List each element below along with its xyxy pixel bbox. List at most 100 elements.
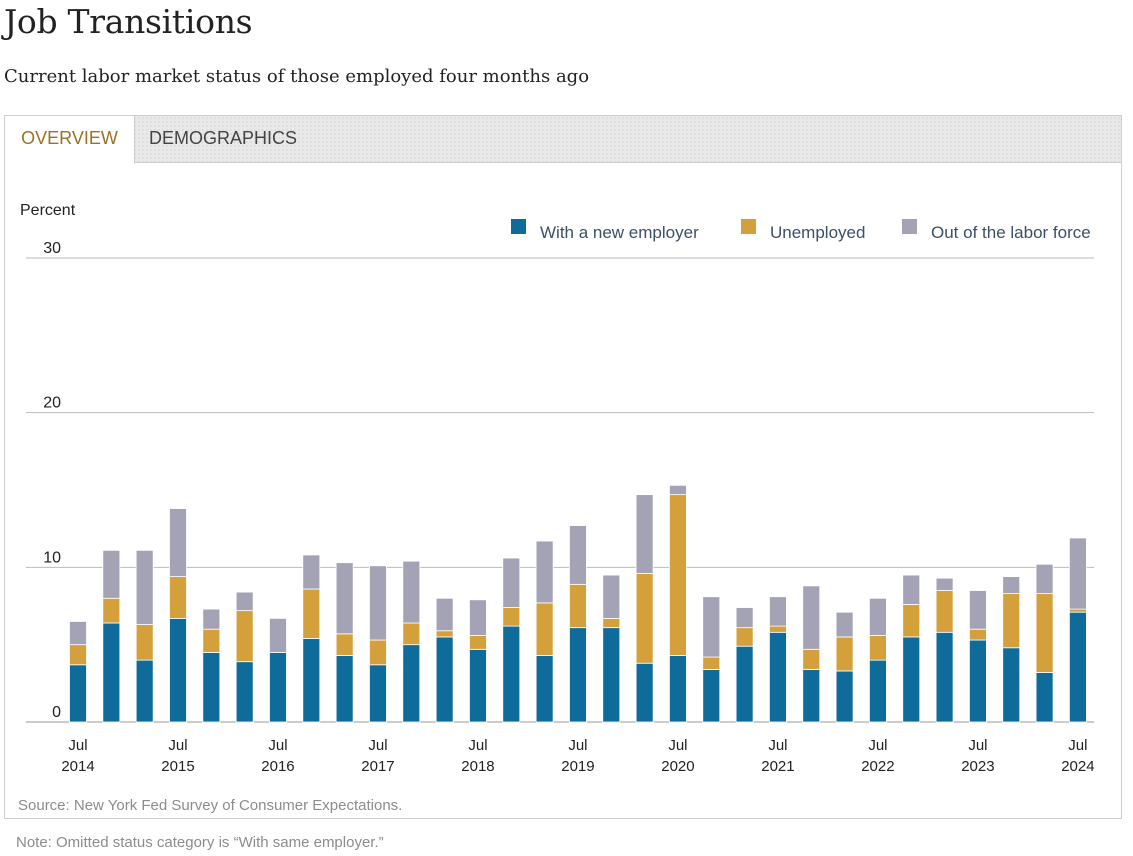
y-tick-label-10: 10 bbox=[43, 549, 61, 566]
bar-2-30 bbox=[1069, 537, 1087, 610]
bar-0-20 bbox=[735, 645, 754, 723]
bar-0-16 bbox=[602, 627, 621, 723]
bar-1-5 bbox=[235, 610, 254, 663]
bar-2-18 bbox=[669, 484, 687, 496]
bar-1-24 bbox=[869, 634, 887, 661]
chart-panel: OVERVIEW DEMOGRAPHICS Percent 0 10 20 30 With… bbox=[4, 115, 1122, 819]
bar-1-14 bbox=[535, 602, 554, 656]
bar-1-21 bbox=[769, 625, 787, 633]
x-tick-year-2: 2016 bbox=[261, 758, 294, 775]
stacked-bar-chart: Percent 0 10 20 30 With a new employer Unemplo… bbox=[20, 202, 1095, 775]
bar-1-7 bbox=[302, 588, 321, 639]
bar-0-28 bbox=[1002, 647, 1021, 723]
bar-2-28 bbox=[1002, 576, 1021, 595]
bar-0-7 bbox=[302, 638, 321, 723]
x-tick-year-3: 2017 bbox=[361, 758, 394, 775]
bar-2-13 bbox=[502, 557, 521, 608]
bar-1-0 bbox=[69, 644, 87, 666]
x-tick-year-8: 2022 bbox=[861, 758, 894, 775]
y-axis-label: Percent bbox=[20, 202, 76, 219]
bar-0-29 bbox=[1035, 672, 1054, 723]
bar-0-17 bbox=[635, 662, 654, 723]
bar-0-19 bbox=[702, 669, 721, 723]
x-tick-month-5: Jul bbox=[568, 737, 587, 754]
bar-2-6 bbox=[269, 617, 287, 653]
bar-2-27 bbox=[969, 590, 987, 630]
bar-2-23 bbox=[835, 611, 854, 638]
bar-2-4 bbox=[202, 608, 221, 630]
tab-overview[interactable]: OVERVIEW bbox=[5, 116, 135, 164]
bar-2-2 bbox=[135, 549, 154, 625]
bar-0-30 bbox=[1069, 611, 1087, 723]
x-tick-year-7: 2021 bbox=[761, 758, 794, 775]
bar-2-15 bbox=[569, 525, 587, 585]
source-note: Source: New York Fed Survey of Consumer … bbox=[18, 797, 403, 814]
bar-2-24 bbox=[869, 597, 887, 636]
bar-1-19 bbox=[702, 656, 721, 670]
bar-1-1 bbox=[102, 597, 121, 624]
bar-1-3 bbox=[169, 576, 187, 619]
page-title: Job Transitions bbox=[4, 2, 253, 41]
legend-label-2: Out of the labor force bbox=[931, 223, 1091, 242]
bar-1-26 bbox=[935, 590, 954, 633]
footnote: Note: Omitted status category is “With s… bbox=[16, 834, 384, 851]
bar-0-15 bbox=[569, 627, 587, 723]
x-tick-year-1: 2015 bbox=[161, 758, 194, 775]
legend-swatch-2 bbox=[902, 219, 917, 234]
bar-0-25 bbox=[902, 636, 921, 723]
page-subtitle: Current labor market status of those emp… bbox=[4, 66, 590, 87]
x-tick-year-10: 2024 bbox=[1061, 758, 1094, 775]
y-tick-label-20: 20 bbox=[43, 395, 61, 412]
x-tick-month-7: Jul bbox=[768, 737, 787, 754]
x-tick-month-8: Jul bbox=[868, 737, 887, 754]
bar-2-25 bbox=[902, 574, 921, 605]
bar-2-9 bbox=[369, 565, 387, 641]
bar-2-20 bbox=[735, 607, 754, 629]
bar-0-6 bbox=[269, 652, 287, 723]
bar-0-4 bbox=[202, 652, 221, 723]
bar-1-10 bbox=[402, 622, 421, 646]
bar-0-0 bbox=[69, 664, 87, 723]
bar-1-15 bbox=[569, 583, 587, 629]
tab-demographics[interactable]: DEMOGRAPHICS bbox=[149, 128, 298, 148]
bar-1-4 bbox=[202, 628, 221, 653]
bar-2-7 bbox=[302, 554, 321, 590]
bar-2-1 bbox=[102, 549, 121, 599]
bar-2-10 bbox=[402, 560, 421, 624]
bar-0-5 bbox=[235, 661, 254, 723]
bar-0-24 bbox=[869, 659, 887, 723]
bar-1-30 bbox=[1069, 608, 1087, 613]
bar-0-9 bbox=[369, 664, 387, 723]
bar-0-3 bbox=[169, 617, 187, 723]
x-tick-month-3: Jul bbox=[368, 737, 387, 754]
bar-2-14 bbox=[535, 540, 554, 604]
legend-swatch-1 bbox=[741, 219, 756, 234]
bar-1-12 bbox=[469, 634, 487, 650]
bar-0-1 bbox=[102, 622, 121, 723]
bar-1-22 bbox=[802, 648, 821, 670]
bar-1-11 bbox=[435, 630, 454, 638]
bar-2-29 bbox=[1035, 563, 1054, 595]
tab-bar: OVERVIEW DEMOGRAPHICS bbox=[5, 116, 1121, 164]
bar-1-23 bbox=[835, 636, 854, 672]
bar-0-22 bbox=[802, 669, 821, 723]
bar-0-2 bbox=[135, 659, 154, 723]
bar-0-23 bbox=[835, 670, 854, 723]
bar-0-21 bbox=[769, 631, 787, 723]
x-tick-month-4: Jul bbox=[468, 737, 487, 754]
bar-1-20 bbox=[735, 627, 754, 647]
bar-2-5 bbox=[235, 591, 254, 612]
bar-2-0 bbox=[69, 621, 87, 646]
bar-1-28 bbox=[1002, 593, 1021, 649]
bar-2-16 bbox=[602, 574, 621, 619]
bar-1-29 bbox=[1035, 593, 1054, 673]
bar-2-8 bbox=[335, 562, 354, 635]
bar-0-8 bbox=[335, 655, 354, 723]
bar-0-14 bbox=[535, 655, 554, 723]
x-tick-month-1: Jul bbox=[168, 737, 187, 754]
x-tick-year-5: 2019 bbox=[561, 758, 594, 775]
bar-1-13 bbox=[502, 607, 521, 627]
bar-1-27 bbox=[969, 628, 987, 641]
x-tick-year-9: 2023 bbox=[961, 758, 994, 775]
bar-1-18 bbox=[669, 494, 687, 656]
